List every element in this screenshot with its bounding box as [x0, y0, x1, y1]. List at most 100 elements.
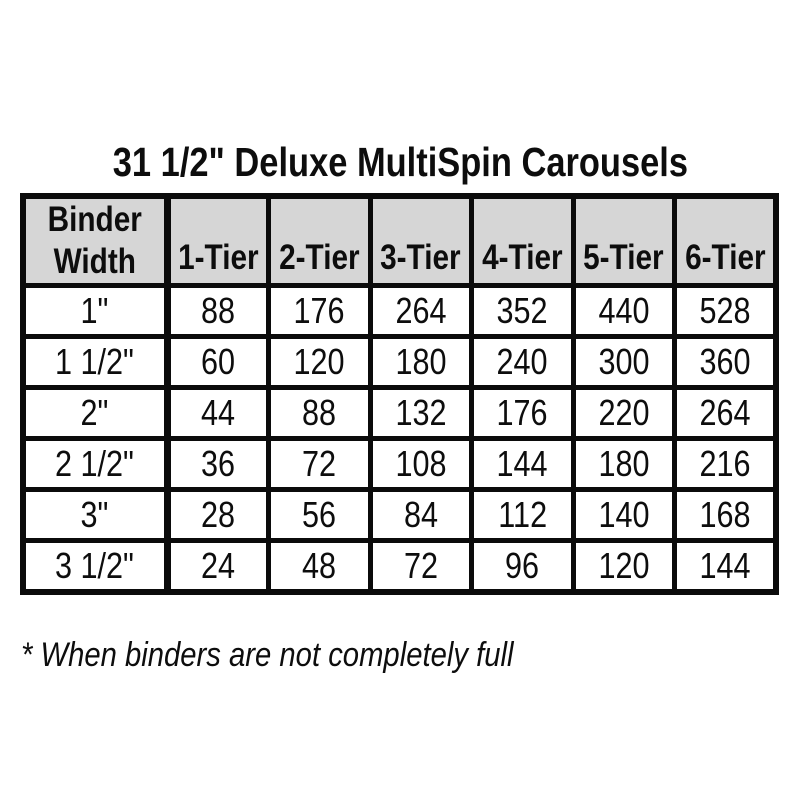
page-title-text: 31 1/2" Deluxe MultiSpin Carousels: [112, 139, 688, 185]
capacity-cell: 28: [164, 487, 271, 543]
capacity-cell: 176: [266, 283, 373, 339]
cell-text: 168: [699, 494, 751, 536]
cell-text: 300: [598, 341, 650, 383]
cell-text: 44: [201, 392, 236, 434]
capacity-cell: 360: [672, 334, 779, 390]
cell-text: 220: [598, 392, 650, 434]
capacity-cell: 168: [672, 487, 779, 543]
capacity-cell: 120: [266, 334, 373, 390]
cell-text: 56: [302, 494, 337, 536]
cell-text: 264: [395, 290, 447, 332]
capacity-cell: 36: [164, 436, 271, 492]
column-header-2-tier: 2-Tier: [266, 193, 373, 288]
capacity-cell: 140: [570, 487, 677, 543]
binder-width-cell: 2": [20, 385, 171, 441]
cell-text: 528: [699, 290, 751, 332]
cell-text: 24: [201, 544, 236, 586]
table-row: 3 1/2" 24 48 72 96 120 144: [20, 538, 779, 594]
capacity-cell: 88: [266, 385, 373, 441]
column-header-5-tier: 5-Tier: [570, 193, 677, 288]
capacity-cell: 180: [367, 334, 474, 390]
cell-text: 440: [598, 290, 650, 332]
capacity-cell: 240: [469, 334, 576, 390]
cell-text: 180: [598, 443, 650, 485]
capacity-cell: 72: [367, 538, 474, 594]
capacity-cell: 144: [469, 436, 576, 492]
cell-text: 144: [496, 443, 548, 485]
footnote: * When binders are not completely full: [21, 633, 594, 677]
capacity-cell: 60: [164, 334, 271, 390]
cell-text: 140: [598, 494, 650, 536]
capacity-cell: 88: [164, 283, 271, 339]
cell-text: 240: [496, 341, 548, 383]
capacity-cell: 108: [367, 436, 474, 492]
capacity-cell: 72: [266, 436, 373, 492]
binder-width-cell: 3 1/2": [20, 538, 171, 594]
capacity-cell: 300: [570, 334, 677, 390]
page-title: 31 1/2" Deluxe MultiSpin Carousels: [0, 139, 800, 185]
cell-text: 3 1/2": [55, 544, 135, 586]
cell-text: 88: [302, 392, 337, 434]
capacity-cell: 96: [469, 538, 576, 594]
capacity-cell: 44: [164, 385, 271, 441]
column-header-6-tier: 6-Tier: [672, 193, 779, 288]
column-header-text: 2-Tier: [279, 238, 360, 277]
cell-text: 72: [302, 443, 337, 485]
cell-text: 60: [201, 341, 236, 383]
table-row: 1 1/2" 60 120 180 240 300 360: [20, 334, 779, 390]
cell-text: 28: [201, 494, 236, 536]
capacity-cell: 176: [469, 385, 576, 441]
cell-text: 264: [699, 392, 751, 434]
column-header-text: 5-Tier: [583, 238, 664, 277]
cell-text: 120: [293, 341, 345, 383]
capacity-cell: 440: [570, 283, 677, 339]
table-row: 2" 44 88 132 176 220 264: [20, 385, 779, 441]
capacity-table: Binder Width 1-Tier 2-Tier 3-Tier 4-Tier…: [20, 193, 779, 595]
cell-text: 176: [293, 290, 345, 332]
cell-text: 3": [80, 494, 109, 536]
capacity-cell: 352: [469, 283, 576, 339]
cell-text: 352: [496, 290, 548, 332]
footnote-text: * When binders are not completely full: [21, 636, 514, 674]
column-header-4-tier: 4-Tier: [469, 193, 576, 288]
cell-text: 36: [201, 443, 236, 485]
capacity-cell: 84: [367, 487, 474, 543]
cell-text: 84: [403, 494, 438, 536]
capacity-cell: 112: [469, 487, 576, 543]
column-header-text: 3-Tier: [380, 238, 461, 277]
table-row: 2 1/2" 36 72 108 144 180 216: [20, 436, 779, 492]
cell-text: 72: [403, 544, 438, 586]
column-header-text: 4-Tier: [482, 238, 563, 277]
capacity-cell: 220: [570, 385, 677, 441]
capacity-cell: 120: [570, 538, 677, 594]
cell-text: 120: [598, 544, 650, 586]
cell-text: 96: [505, 544, 540, 586]
cell-text: 2 1/2": [55, 443, 135, 485]
table-row: 3" 28 56 84 112 140 168: [20, 487, 779, 543]
binder-width-header-line1: Binder: [47, 200, 142, 239]
binder-width-cell: 1 1/2": [20, 334, 171, 390]
cell-text: 176: [496, 392, 548, 434]
capacity-cell: 216: [672, 436, 779, 492]
column-header-text: 6-Tier: [684, 238, 766, 277]
capacity-cell: 528: [672, 283, 779, 339]
capacity-cell: 180: [570, 436, 677, 492]
cell-text: 1": [80, 290, 109, 332]
capacity-cell: 48: [266, 538, 373, 594]
capacity-cell: 132: [367, 385, 474, 441]
cell-text: 360: [699, 341, 751, 383]
column-header-text: 1-Tier: [178, 238, 259, 277]
capacity-cell: 24: [164, 538, 271, 594]
capacity-cell: 144: [672, 538, 779, 594]
binder-width-cell: 1": [20, 283, 171, 339]
table-row: 1" 88 176 264 352 440 528: [20, 283, 779, 339]
cell-text: 1 1/2": [55, 341, 135, 383]
cell-text: 144: [699, 544, 751, 586]
column-header-1-tier: 1-Tier: [164, 193, 271, 288]
header-row: Binder Width 1-Tier 2-Tier 3-Tier 4-Tier…: [20, 193, 779, 288]
cell-text: 216: [699, 443, 751, 485]
cell-text: 88: [201, 290, 236, 332]
cell-text: 108: [395, 443, 447, 485]
cell-text: 132: [395, 392, 447, 434]
